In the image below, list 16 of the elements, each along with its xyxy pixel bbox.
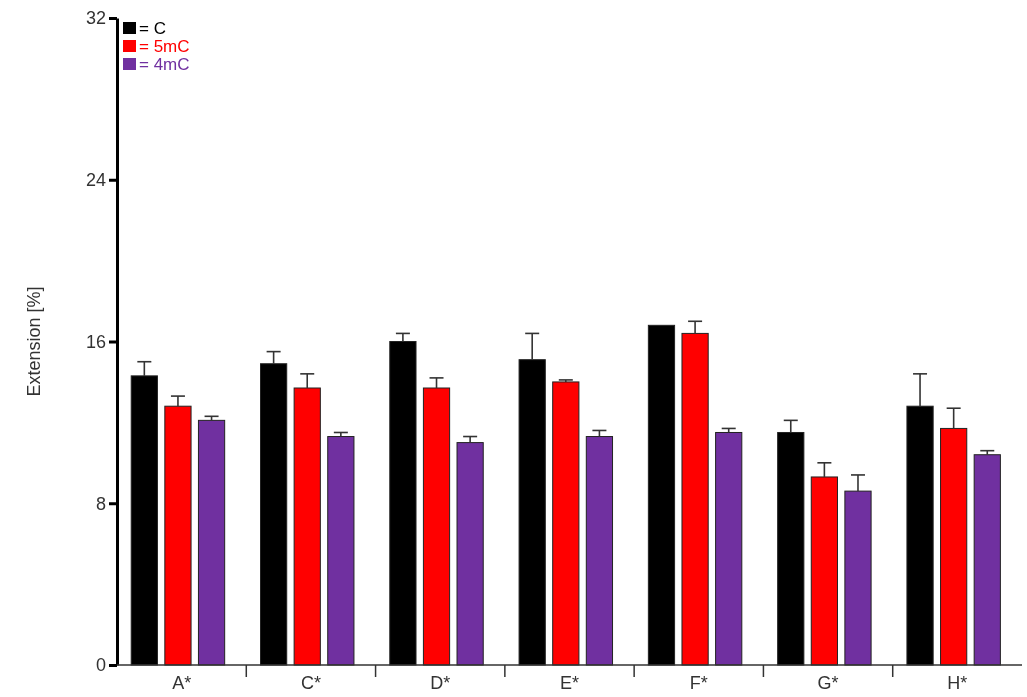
x-tick-label: A* xyxy=(172,673,192,693)
x-tick-label: C* xyxy=(300,673,321,693)
y-axis-title: Extension [%] xyxy=(24,286,44,397)
x-tick-label: F* xyxy=(689,673,708,693)
y-tick-label: 0 xyxy=(95,655,106,676)
x-tick-label: G* xyxy=(817,673,839,693)
legend-label: = 5mC xyxy=(139,37,190,56)
y-tick-label: 32 xyxy=(85,8,106,29)
x-tick-label: D* xyxy=(430,673,451,693)
legend-label: = C xyxy=(139,19,166,38)
y-tick-label: 16 xyxy=(85,331,106,352)
x-tick-label: E* xyxy=(559,673,580,693)
y-tick-label: 8 xyxy=(95,493,106,514)
x-tick-label: H* xyxy=(947,673,968,693)
legend-label: = 4mC xyxy=(139,55,190,74)
y-tick-label: 24 xyxy=(85,170,106,191)
